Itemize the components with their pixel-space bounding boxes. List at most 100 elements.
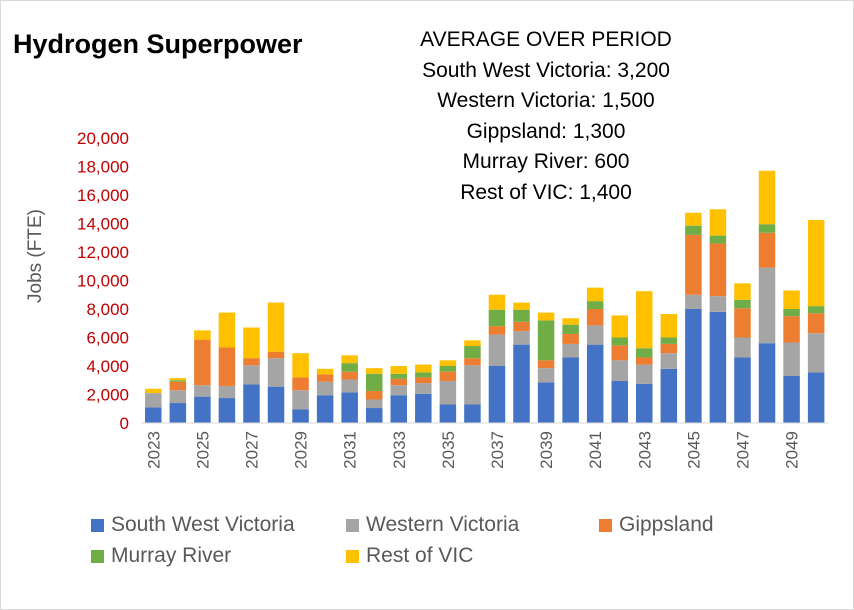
bar-murray-river-2045	[685, 225, 702, 235]
bar-gippsland-2031	[341, 371, 358, 380]
legend: South West Victoria Western Victoria Gip…	[91, 513, 791, 583]
bar-gippsland-2029	[292, 377, 309, 391]
bar-rest-of-vic-2031	[341, 355, 358, 364]
bar-western-victoria-2036	[464, 365, 481, 405]
legend-item-gippsland: Gippsland	[599, 513, 714, 537]
bar-western-victoria-2038	[513, 331, 530, 345]
legend-swatch-south-west-victoria	[91, 518, 104, 532]
x-tick-label-2023: 2023	[144, 431, 163, 469]
legend-item-murray-river: Murray River	[91, 544, 231, 568]
bar-gippsland-2042	[611, 345, 628, 361]
bar-murray-river-2031	[341, 363, 358, 372]
annotation-murray-river: Murray River: 600	[462, 150, 630, 173]
bar-western-victoria-2031	[341, 379, 358, 393]
y-tick-label-16000: 16,000	[77, 186, 129, 205]
bar-south-west-victoria-2034	[415, 393, 432, 423]
y-tick-label-10000: 10,000	[77, 272, 129, 291]
bar-rest-of-vic-2044	[660, 313, 678, 338]
bar-south-west-victoria-2027	[243, 384, 260, 423]
x-tick-label-2047: 2047	[733, 431, 752, 469]
bar-western-victoria-2030	[316, 381, 334, 396]
bar-gippsland-2047	[734, 308, 751, 338]
bar-western-victoria-2050	[807, 333, 825, 373]
x-tick-label-2029: 2029	[292, 431, 311, 469]
bar-murray-river-2043	[636, 348, 653, 358]
bar-rest-of-vic-2039	[537, 312, 555, 321]
bar-gippsland-2043	[636, 357, 653, 365]
bar-rest-of-vic-2027	[243, 327, 260, 359]
bar-south-west-victoria-2030	[316, 395, 334, 423]
bar-south-west-victoria-2049	[783, 375, 800, 423]
bar-murray-river-2046	[709, 235, 727, 244]
bar-south-west-victoria-2032	[365, 408, 383, 423]
legend-item-rest-of-vic: Rest of VIC	[346, 544, 473, 568]
bar-south-west-victoria-2039	[537, 382, 555, 423]
bar-western-victoria-2037	[488, 334, 506, 366]
y-tick-label-0: 0	[120, 414, 129, 433]
bar-gippsland-2032	[365, 390, 383, 400]
legend-label-gippsland: Gippsland	[619, 513, 714, 536]
bar-rest-of-vic-2028	[267, 302, 285, 352]
bar-south-west-victoria-2040	[562, 357, 579, 423]
bar-murray-river-2050	[807, 306, 825, 314]
bar-western-victoria-2045	[685, 294, 702, 309]
legend-swatch-murray-river	[91, 549, 104, 563]
bar-western-victoria-2034	[415, 383, 432, 394]
legend-swatch-western-victoria	[346, 518, 359, 532]
bar-south-west-victoria-2047	[734, 357, 751, 423]
bar-western-victoria-2033	[390, 385, 408, 396]
bar-western-victoria-2048	[758, 267, 776, 344]
bar-rest-of-vic-2047	[734, 283, 751, 300]
legend-label-south-west-victoria: South West Victoria	[111, 513, 295, 536]
annotation-gippsland: Gippsland: 1,300	[466, 119, 626, 143]
bar-rest-of-vic-2041	[586, 287, 604, 302]
bar-rest-of-vic-2023	[145, 388, 162, 394]
plot-area: 0 2,000 4,000 6,000 8,000 10,000 12,000 14,000 1…	[77, 129, 829, 469]
bar-south-west-victoria-2033	[390, 395, 408, 423]
bar-murray-river-2044	[660, 337, 678, 344]
y-tick-label-6000: 6,000	[86, 329, 129, 348]
bar-gippsland-2050	[807, 313, 825, 334]
bar-south-west-victoria-2050	[807, 372, 825, 423]
y-tick-label-8000: 8,000	[86, 300, 129, 319]
bar-western-victoria-2027	[243, 365, 260, 385]
bar-rest-of-vic-2048	[758, 170, 776, 225]
bar-south-west-victoria-2025	[194, 396, 211, 423]
bar-western-victoria-2043	[636, 364, 653, 384]
bar-murray-river-2032	[365, 373, 383, 391]
chart-title: Hydrogen Superpower	[13, 29, 303, 59]
bar-gippsland-2025	[194, 339, 211, 386]
x-tick-label-2033: 2033	[390, 431, 409, 469]
y-tick-label-18000: 18,000	[77, 158, 129, 177]
bar-murray-river-2048	[758, 224, 776, 233]
bar-gippsland-2026	[218, 347, 236, 386]
bar-rest-of-vic-2024	[169, 378, 187, 381]
bar-rest-of-vic-2035	[439, 360, 457, 366]
bar-rest-of-vic-2043	[636, 291, 653, 349]
bar-gippsland-2046	[709, 243, 727, 297]
bar-south-west-victoria-2044	[660, 368, 678, 423]
bar-western-victoria-2028	[267, 358, 285, 387]
legend-item-south-west-victoria: South West Victoria	[91, 513, 295, 537]
bar-rest-of-vic-2038	[513, 302, 530, 310]
y-tick-label-2000: 2,000	[86, 386, 129, 405]
bar-gippsland-2040	[562, 333, 579, 344]
legend-swatch-rest-of-vic	[346, 549, 359, 563]
bar-south-west-victoria-2031	[341, 392, 358, 423]
x-tick-label-2039: 2039	[537, 431, 556, 469]
bar-western-victoria-2049	[783, 342, 800, 376]
bar-rest-of-vic-2025	[194, 330, 211, 340]
y-tick-label-4000: 4,000	[86, 357, 129, 376]
x-tick-label-2027: 2027	[242, 431, 261, 469]
bar-rest-of-vic-2029	[292, 353, 309, 378]
legend-swatch-gippsland	[599, 518, 612, 532]
bar-rest-of-vic-2026	[218, 312, 236, 348]
bar-murray-river-2037	[488, 309, 506, 327]
bar-rest-of-vic-2050	[807, 219, 825, 307]
bar-rest-of-vic-2030	[316, 368, 334, 375]
bar-rest-of-vic-2045	[685, 212, 702, 226]
bar-gippsland-2027	[243, 358, 260, 366]
bar-south-west-victoria-2024	[169, 403, 187, 423]
bar-south-west-victoria-2046	[709, 311, 727, 423]
